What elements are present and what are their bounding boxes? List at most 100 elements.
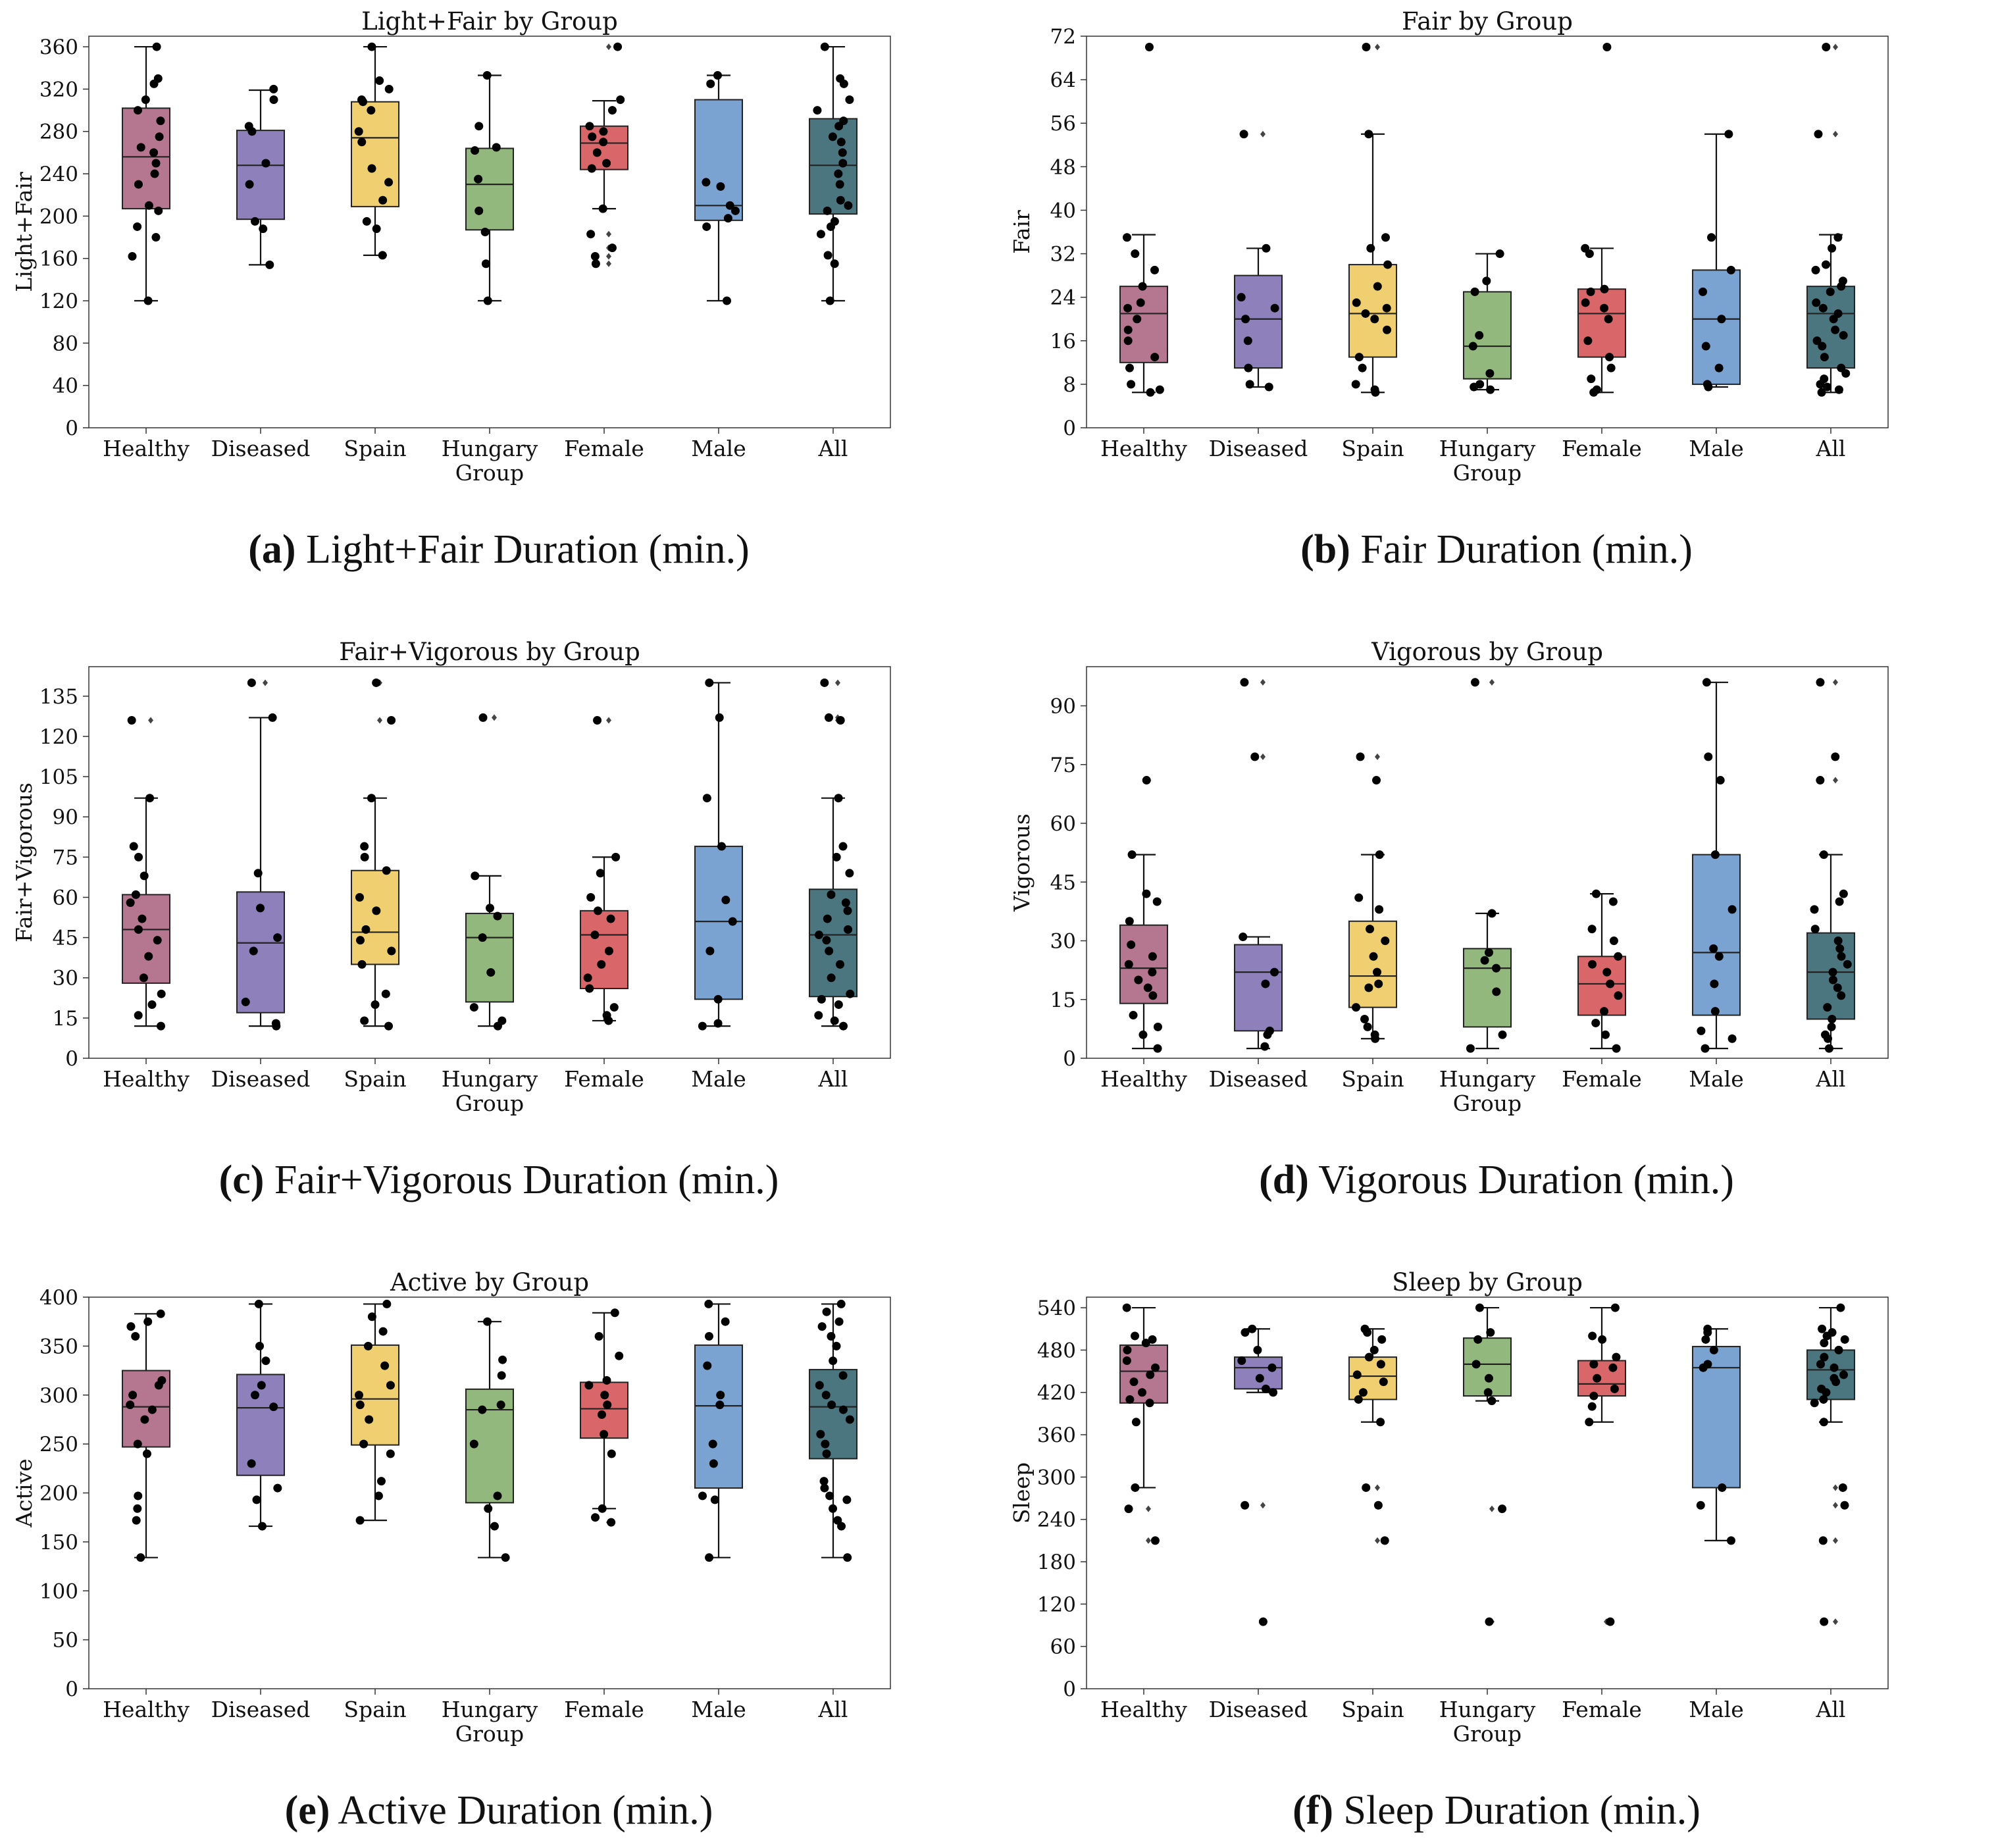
y-axis-label: Vigorous	[1009, 813, 1035, 912]
chart-title: Light+Fair by Group	[361, 7, 618, 36]
data-point	[825, 946, 834, 956]
y-tick-label: 90	[53, 806, 78, 829]
data-point	[839, 79, 848, 88]
data-point	[484, 1504, 493, 1513]
data-point	[1819, 1418, 1828, 1427]
data-point	[359, 1439, 369, 1449]
data-point	[717, 842, 727, 851]
data-point	[1818, 1324, 1827, 1333]
x-tick-label: Spain	[1341, 1066, 1404, 1092]
data-point	[598, 204, 607, 213]
box-hungary	[1463, 253, 1512, 391]
data-point	[835, 960, 844, 969]
data-point	[1364, 130, 1373, 139]
data-point	[838, 1405, 848, 1414]
data-point	[829, 1504, 838, 1513]
y-tick-label: 480	[1037, 1339, 1076, 1362]
data-point	[1241, 315, 1250, 324]
data-point	[591, 259, 600, 269]
y-tick-label: 56	[1050, 112, 1076, 136]
outlier-marker	[492, 714, 497, 721]
data-point	[269, 1402, 278, 1412]
outlier-marker	[1146, 1505, 1151, 1512]
data-point	[386, 1449, 395, 1458]
data-point	[1248, 1324, 1257, 1333]
chart-title: Sleep by Group	[1392, 1268, 1583, 1296]
data-point	[1151, 1363, 1160, 1372]
y-tick-label: 240	[39, 163, 78, 186]
data-point	[1822, 382, 1831, 392]
data-point	[1261, 1384, 1270, 1393]
data-point	[613, 42, 623, 51]
data-point	[706, 79, 715, 88]
data-point	[1492, 963, 1501, 973]
caption-text: Vigorous Duration (min.)	[1308, 1158, 1734, 1202]
data-point	[586, 230, 596, 239]
y-tick-label: 30	[53, 967, 78, 990]
data-point	[1125, 1395, 1135, 1404]
data-point	[1585, 249, 1594, 259]
data-point	[1376, 1360, 1385, 1369]
x-axis-label: Group	[455, 460, 524, 486]
outlier-marker	[1833, 679, 1838, 686]
data-point	[1155, 385, 1164, 394]
data-point	[469, 1003, 478, 1012]
data-point	[604, 946, 613, 956]
data-point	[710, 1495, 719, 1504]
outlier-marker	[1146, 1537, 1151, 1544]
data-point	[1358, 1388, 1368, 1397]
box-diseased	[236, 89, 285, 266]
data-point	[813, 106, 822, 115]
data-point	[713, 994, 723, 1004]
data-point	[131, 1332, 140, 1341]
data-point	[1243, 336, 1252, 346]
data-point	[702, 222, 711, 231]
data-point	[1375, 905, 1384, 914]
data-point	[126, 898, 135, 908]
data-point	[1614, 952, 1623, 961]
data-point	[355, 892, 364, 902]
data-point	[1352, 1370, 1362, 1379]
data-point	[483, 296, 492, 305]
outlier-marker	[1489, 1505, 1495, 1512]
data-point	[1588, 1331, 1597, 1341]
y-tick-label: 0	[65, 1047, 78, 1071]
data-point	[816, 1429, 825, 1439]
data-point	[140, 871, 149, 881]
data-point	[1710, 1007, 1720, 1016]
x-tick-label: All	[1816, 1697, 1846, 1722]
outlier-marker	[263, 679, 268, 686]
data-point	[380, 1361, 390, 1370]
y-tick-label: 360	[39, 36, 78, 59]
data-point	[730, 206, 740, 215]
data-point	[256, 904, 265, 913]
data-point	[1702, 678, 1711, 687]
box-hungary	[1463, 1306, 1512, 1626]
data-point	[1369, 1345, 1379, 1354]
data-point	[1122, 1303, 1131, 1312]
y-tick-label: 135	[39, 685, 78, 709]
data-point	[1487, 909, 1497, 918]
y-tick-label: 120	[1037, 1593, 1076, 1616]
x-tick-label: Healthy	[103, 1066, 190, 1092]
box-spain	[1348, 43, 1397, 394]
data-point	[1358, 363, 1367, 372]
data-point	[384, 1021, 394, 1031]
data-point	[1129, 1011, 1138, 1020]
data-point	[1839, 1370, 1849, 1379]
y-tick-label: 360	[1037, 1424, 1076, 1447]
data-point	[1245, 380, 1254, 389]
data-point	[828, 132, 837, 141]
data-point	[1379, 1377, 1388, 1387]
data-point	[474, 174, 483, 184]
data-point	[1127, 850, 1137, 860]
chart-2: Fair by Group Fair 0 8 16 24 32 40 48 56 64 72 Healt…	[1009, 7, 1889, 486]
data-point	[478, 1405, 487, 1414]
box-healthy	[122, 45, 170, 302]
data-point	[1487, 1397, 1497, 1406]
y-tick-label: 60	[53, 886, 78, 910]
y-tick-label: 90	[1050, 695, 1076, 719]
data-point	[1589, 388, 1599, 397]
chart-title: Active by Group	[390, 1268, 589, 1296]
iqr-box	[694, 1344, 743, 1489]
